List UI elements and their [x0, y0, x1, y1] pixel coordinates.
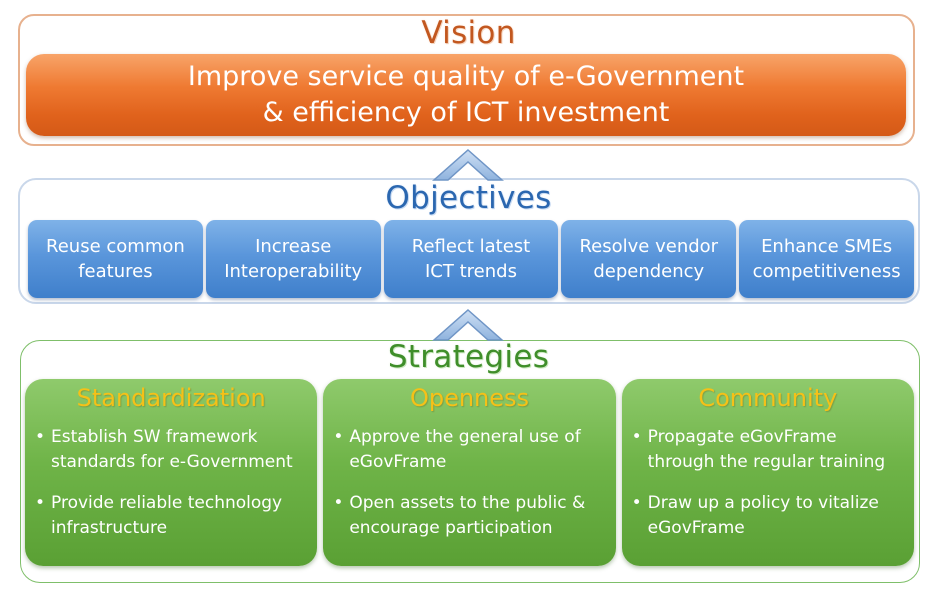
strategy-items: Establish SW framework standards for e-G…: [33, 425, 309, 541]
chevron-up-icon: [432, 308, 504, 341]
strategies-list: Standardization Establish SW framework s…: [25, 379, 914, 566]
objective-label: Reuse common features: [46, 236, 185, 282]
strategy-standardization: Standardization Establish SW framework s…: [25, 379, 318, 566]
objective-label: Increase Interoperability: [224, 236, 363, 282]
strategy-title: Standardization: [76, 384, 266, 412]
strategy-openness: Openness Approve the general use of eGov…: [323, 379, 616, 566]
strategy-title: Community: [698, 384, 838, 412]
strategy-item: Draw up a policy to vitalize eGovFrame: [630, 491, 906, 541]
strategies-heading: Strategies: [387, 339, 550, 375]
vision-line-2: & efficiency of ICT investment: [262, 97, 670, 128]
vision-heading: Vision: [421, 15, 516, 51]
chevron-up-icon: [432, 148, 504, 181]
strategy-items: Propagate eGovFrame through the regular …: [630, 425, 906, 541]
strategy-title: Openness: [409, 384, 530, 412]
strategy-item: Propagate eGovFrame through the regular …: [630, 425, 906, 475]
strategy-item: Provide reliable technology infrastructu…: [33, 491, 309, 541]
objective-interoperability: Increase Interoperability: [205, 220, 381, 298]
strategy-community: Community Propagate eGovFrame through th…: [621, 379, 914, 566]
objective-ict-trends: Reflect latest ICT trends: [383, 220, 559, 298]
vision-line-1: Improve service quality of e-Government: [187, 61, 745, 92]
objective-reuse: Reuse common features: [28, 220, 203, 298]
strategy-items: Approve the general use of eGovFrame Ope…: [331, 425, 607, 541]
objectives-list: Reuse common features Increase Interoper…: [28, 220, 914, 298]
objective-label: Reflect latest ICT trends: [411, 236, 531, 282]
strategy-item: Approve the general use of eGovFrame: [331, 425, 607, 475]
objective-smes: Enhance SMEs competitiveness: [739, 220, 914, 298]
vision-statement: Improve service quality of e-Government …: [26, 54, 906, 136]
objectives-heading: Objectives: [385, 180, 552, 216]
objective-label: Resolve vendor dependency: [579, 236, 719, 282]
objective-vendor: Resolve vendor dependency: [561, 220, 737, 298]
strategy-item: Open assets to the public & encourage pa…: [331, 491, 607, 541]
strategy-item: Establish SW framework standards for e-G…: [33, 425, 309, 475]
objective-label: Enhance SMEs competitiveness: [752, 236, 901, 282]
